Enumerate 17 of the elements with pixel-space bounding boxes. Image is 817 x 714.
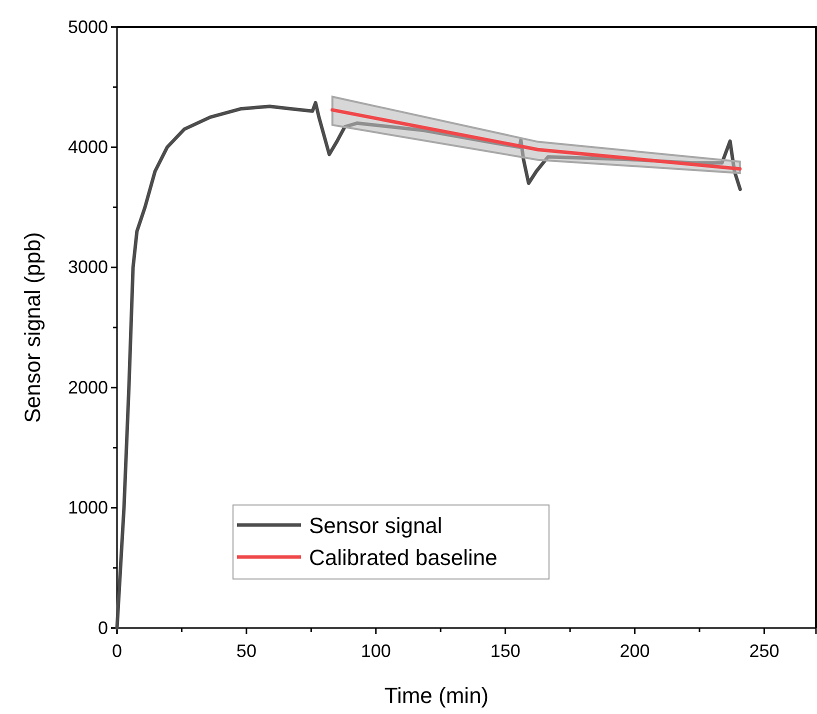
x-tick-label: 50 [236, 640, 256, 661]
y-tick-label: 4000 [68, 136, 108, 157]
y-axis-title: Sensor signal (ppb) [20, 232, 45, 423]
legend-label: Calibrated baseline [309, 545, 498, 570]
x-axis-title: Time (min) [384, 683, 489, 708]
line-series [115, 100, 742, 630]
y-tick-label: 2000 [68, 377, 108, 398]
x-tick-label: 250 [749, 640, 780, 661]
legend-label: Sensor signal [309, 513, 442, 538]
y-tick-label: 1000 [68, 498, 108, 518]
x-tick-label: 200 [620, 640, 650, 661]
x-tick-label: 100 [360, 640, 391, 661]
x-tick-label: 0 [112, 640, 122, 661]
y-tick-label: 3000 [68, 257, 108, 278]
y-tick-label: 5000 [68, 16, 108, 37]
y-tick-label: 0 [98, 618, 108, 638]
x-tick-label: 150 [490, 640, 520, 661]
